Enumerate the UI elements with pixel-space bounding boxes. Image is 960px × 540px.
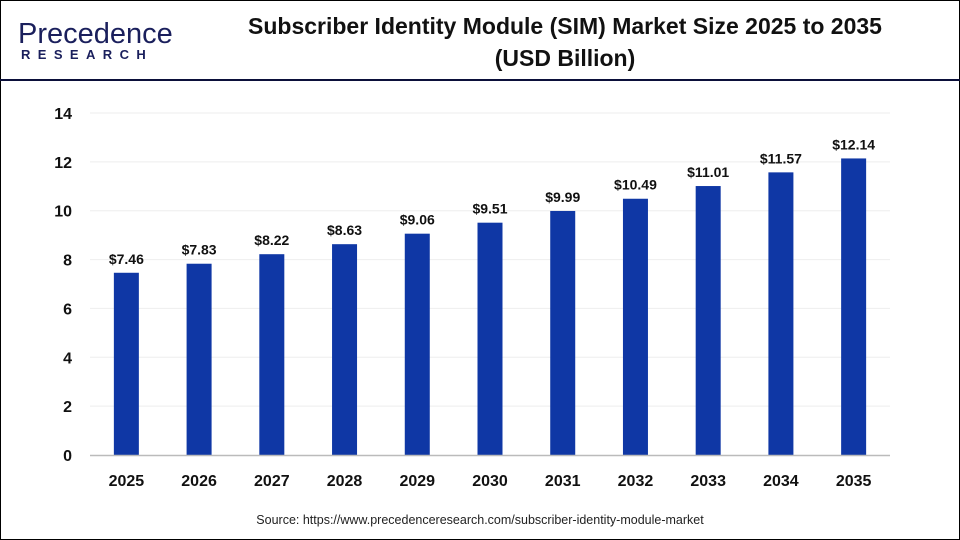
y-tick-label: 2 (63, 399, 72, 416)
title-line2: (USD Billion) (494, 45, 636, 71)
title-line1: Subscriber Identity Module (SIM) Market … (248, 13, 882, 39)
bar (841, 158, 867, 456)
y-tick-label: 4 (63, 350, 72, 367)
x-tick-label: 2029 (399, 473, 435, 490)
data-label: $9.06 (400, 212, 435, 228)
chart-title: Subscriber Identity Module (SIM) Market … (190, 10, 940, 74)
bar (186, 263, 212, 455)
y-tick-label: 8 (63, 253, 72, 270)
x-tick-label: 2027 (254, 473, 290, 490)
data-label: $11.01 (687, 164, 729, 180)
data-label: $7.46 (109, 251, 144, 267)
logo: Precedence RESEARCH (18, 20, 173, 62)
y-tick-label: 6 (63, 301, 72, 318)
bar (768, 172, 794, 455)
y-tick-label: 14 (54, 106, 72, 123)
x-tick-label: 2025 (109, 473, 145, 490)
logo-line2: RESEARCH (21, 47, 154, 62)
bar (622, 198, 648, 455)
data-label: $10.49 (614, 177, 657, 193)
header-divider (0, 79, 960, 81)
bar (404, 233, 430, 455)
data-label: $8.22 (254, 232, 289, 248)
logo-line1: Precedence (18, 18, 173, 50)
x-tick-label: 2030 (472, 473, 508, 490)
bar (477, 222, 503, 455)
data-label: $12.14 (832, 136, 875, 152)
source-note: Source: https://www.precedenceresearch.c… (256, 513, 704, 527)
data-label: $7.83 (182, 242, 217, 258)
x-tick-label: 2033 (690, 473, 726, 490)
y-tick-label: 10 (54, 204, 72, 221)
bar (259, 254, 285, 455)
x-tick-label: 2032 (618, 473, 654, 490)
data-label: $9.99 (545, 189, 580, 205)
bar (550, 210, 576, 455)
bar (695, 186, 721, 455)
y-tick-label: 12 (54, 155, 72, 172)
x-tick-label: 2035 (836, 473, 872, 490)
data-label: $8.63 (327, 222, 362, 238)
y-tick-label: 0 (63, 448, 72, 465)
data-label: $11.57 (760, 150, 802, 166)
x-tick-label: 2026 (181, 473, 217, 490)
data-label: $9.51 (472, 201, 507, 217)
x-tick-label: 2028 (327, 473, 363, 490)
bar (332, 244, 358, 455)
x-tick-label: 2034 (763, 473, 799, 490)
bar (113, 272, 139, 455)
x-tick-label: 2031 (545, 473, 581, 490)
